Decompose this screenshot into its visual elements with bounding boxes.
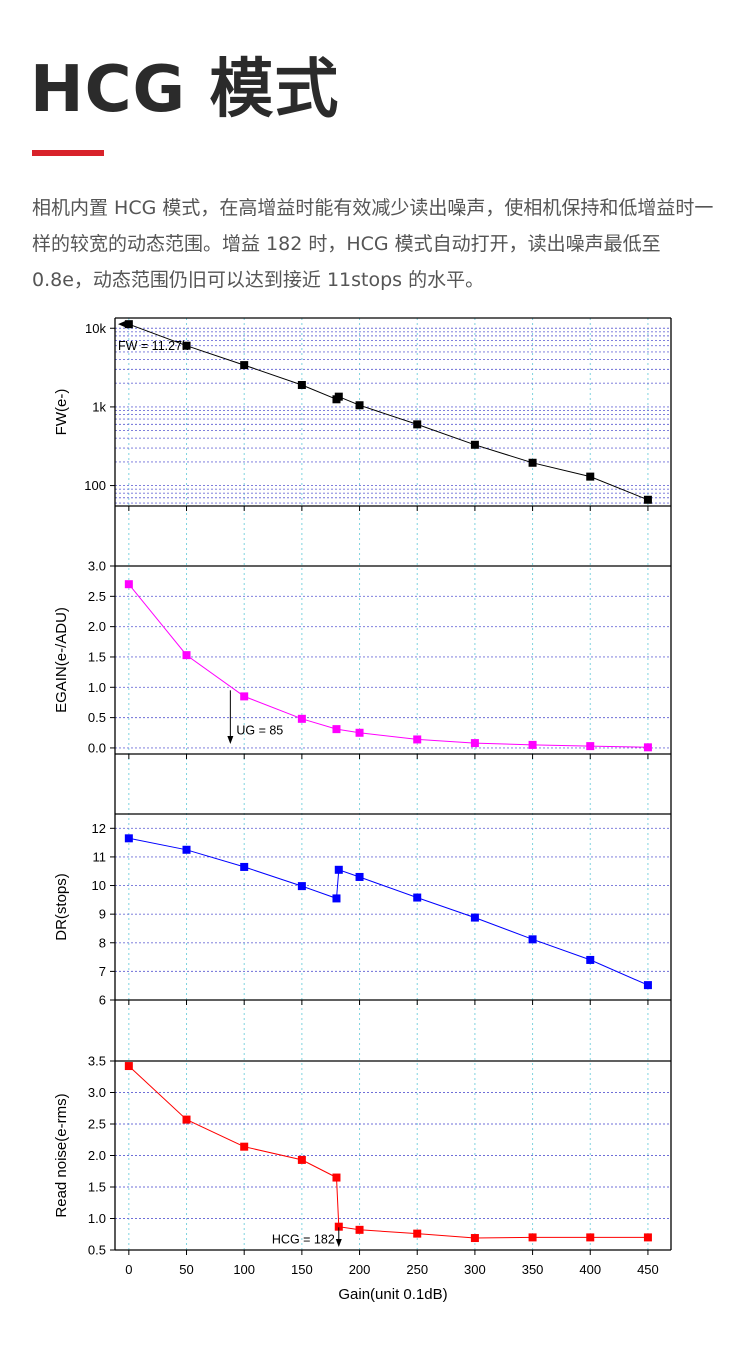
egain-data-point xyxy=(124,580,133,589)
fw-data-point xyxy=(528,458,537,467)
noise-y-tick-label: 1.5 xyxy=(88,1180,106,1195)
noise-y-tick-label: 1.0 xyxy=(88,1211,106,1226)
fw-annotation-arrowhead xyxy=(118,321,125,328)
fw-data-point xyxy=(334,392,343,401)
noise-y-tick-label: 2.5 xyxy=(88,1117,106,1132)
dr-data-point xyxy=(240,862,249,871)
dr-y-tick-label: 8 xyxy=(99,935,106,950)
noise-y-tick-label: 2.0 xyxy=(88,1148,106,1163)
dr-data-point xyxy=(332,894,341,903)
fw-y-axis-label: FW(e-) xyxy=(53,389,70,436)
egain-y-axis-label: EGAIN(e-/ADU) xyxy=(53,607,70,713)
noise-data-point xyxy=(643,1233,652,1242)
noise-y-tick-label: 0.5 xyxy=(88,1243,106,1258)
title-underline xyxy=(32,150,104,156)
x-axis-label: Gain(unit 0.1dB) xyxy=(338,1286,447,1303)
hcg-annotation-arrowhead xyxy=(335,1239,342,1247)
x-tick-label: 450 xyxy=(637,1262,659,1277)
dr-data-point xyxy=(297,882,306,891)
x-tick-label: 350 xyxy=(522,1262,544,1277)
ug-annotation-arrowhead xyxy=(227,736,234,744)
egain-data-point xyxy=(355,728,364,737)
fw-data-point xyxy=(182,341,191,350)
fw-data-point xyxy=(297,380,306,389)
fw-data-point xyxy=(470,440,479,449)
hcg-annotation-label: HCG = 182 xyxy=(272,1233,335,1247)
x-tick-label: 300 xyxy=(464,1262,486,1277)
fw-y-tick-label: 10k xyxy=(85,321,106,336)
fw-data-point xyxy=(240,361,249,370)
dr-y-tick-label: 10 xyxy=(92,878,106,893)
dr-series-line xyxy=(128,837,649,986)
noise-data-point xyxy=(332,1173,341,1182)
fw-data-point xyxy=(643,495,652,504)
egain-data-point xyxy=(528,740,537,749)
dr-data-point xyxy=(355,872,364,881)
x-tick-label: 250 xyxy=(406,1262,428,1277)
dr-y-tick-label: 6 xyxy=(99,993,106,1008)
egain-y-tick-label: 0.0 xyxy=(88,740,106,755)
egain-y-tick-label: 0.5 xyxy=(88,710,106,725)
x-tick-label: 150 xyxy=(291,1262,313,1277)
x-tick-label: 100 xyxy=(233,1262,255,1277)
dr-data-point xyxy=(586,955,595,964)
dr-data-point xyxy=(470,913,479,922)
egain-data-point xyxy=(586,742,595,751)
egain-data-point xyxy=(240,692,249,701)
page-title: HCG 模式 xyxy=(30,53,340,127)
x-tick-label: 50 xyxy=(179,1262,193,1277)
egain-data-point xyxy=(182,651,191,660)
noise-data-point xyxy=(586,1233,595,1242)
egain-data-point xyxy=(297,714,306,723)
noise-data-point xyxy=(355,1225,364,1234)
dr-y-tick-label: 7 xyxy=(99,964,106,979)
noise-data-point xyxy=(124,1062,133,1071)
noise-data-point xyxy=(334,1222,343,1231)
egain-data-point xyxy=(470,739,479,748)
noise-series-line xyxy=(128,1065,648,1239)
noise-y-axis-label: Read noise(e-rms) xyxy=(53,1093,70,1217)
fw-data-point xyxy=(355,401,364,410)
fw-data-point xyxy=(124,320,133,329)
egain-y-tick-label: 2.0 xyxy=(88,619,106,634)
dr-data-point xyxy=(643,981,652,990)
egain-series-line xyxy=(128,583,648,748)
fw-y-tick-label: 1k xyxy=(92,399,106,414)
dr-data-point xyxy=(334,865,343,874)
dr-data-point xyxy=(124,834,133,843)
egain-data-point xyxy=(413,735,422,744)
fw-series-line xyxy=(128,323,649,501)
egain-y-tick-label: 1.0 xyxy=(88,680,106,695)
dr-y-tick-label: 11 xyxy=(93,849,107,864)
dr-y-tick-label: 9 xyxy=(99,907,106,922)
fw-y-tick-label: 100 xyxy=(84,478,106,493)
dr-y-axis-label: DR(stops) xyxy=(53,873,70,941)
noise-data-point xyxy=(413,1229,422,1238)
dr-y-tick-label: 12 xyxy=(92,821,106,836)
intro-paragraph: 相机内置 HCG 模式，在高增益时能有效减少读出噪声，使相机保持和低增益时一样的… xyxy=(32,197,714,291)
egain-y-tick-label: 3.0 xyxy=(88,559,106,574)
x-tick-label: 400 xyxy=(579,1262,601,1277)
noise-data-point xyxy=(297,1155,306,1164)
dr-data-point xyxy=(413,893,422,902)
noise-y-tick-label: 3.0 xyxy=(88,1085,106,1100)
fw-data-point xyxy=(586,472,595,481)
fw-annotation-label: FW = 11.27k xyxy=(118,339,189,353)
egain-data-point xyxy=(332,725,341,734)
noise-data-point xyxy=(240,1142,249,1151)
x-tick-label: 200 xyxy=(349,1262,371,1277)
noise-data-point xyxy=(470,1234,479,1243)
noise-y-tick-label: 3.5 xyxy=(88,1054,106,1069)
dr-data-point xyxy=(182,845,191,854)
x-tick-label: 0 xyxy=(125,1262,132,1277)
egain-data-point xyxy=(643,743,652,752)
fw-data-point xyxy=(413,420,422,429)
noise-data-point xyxy=(182,1115,191,1124)
dr-data-point xyxy=(528,935,537,944)
egain-y-tick-label: 2.5 xyxy=(88,589,106,604)
egain-y-tick-label: 1.5 xyxy=(88,649,106,664)
noise-data-point xyxy=(528,1233,537,1242)
ug-annotation-label: UG = 85 xyxy=(236,724,283,738)
